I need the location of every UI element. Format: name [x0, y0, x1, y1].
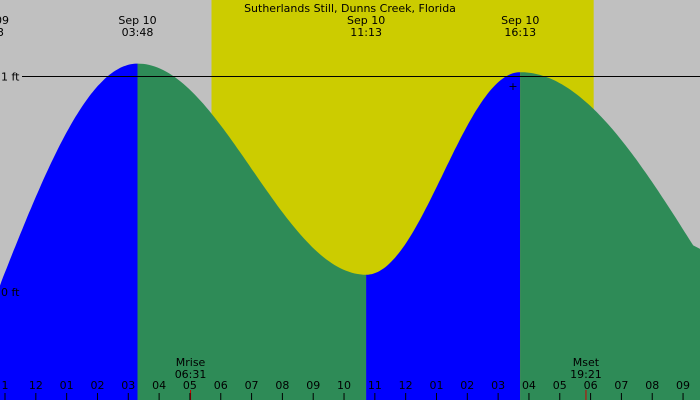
- event-date: 09: [0, 14, 9, 27]
- x-tick-label: 11: [368, 379, 382, 392]
- x-tick-label: 02: [460, 379, 474, 392]
- moon-event-label: Mrise: [176, 356, 206, 369]
- high-tide-marker: +: [508, 80, 517, 93]
- rising-tide-area-1: [0, 63, 138, 400]
- tide-areas: [0, 63, 700, 400]
- x-tick-label: 05: [183, 379, 197, 392]
- event-date: Sep 10: [347, 14, 385, 27]
- x-tick-label: 12: [29, 379, 43, 392]
- x-tick-label: 01: [429, 379, 443, 392]
- x-tick-label: 07: [245, 379, 259, 392]
- moon-event-label: Mset: [573, 356, 600, 369]
- chart-title: Sutherlands Still, Dunns Creek, Florida: [244, 2, 456, 15]
- x-axis-ticks: 1 12 01 02 03 04 05 06 07 08 09 10 11 12 01 02 03 04 05 06 0…: [2, 379, 690, 400]
- event-time: 03:48: [122, 26, 154, 39]
- x-tick-label: 06: [584, 379, 598, 392]
- x-tick-label: 02: [90, 379, 104, 392]
- x-tick-label: 06: [214, 379, 228, 392]
- x-tick-label: 03: [491, 379, 505, 392]
- x-tick-label: 09: [306, 379, 320, 392]
- tide-event-label: 093: [0, 14, 9, 39]
- x-tick-label: 1: [2, 379, 9, 392]
- event-time: 11:13: [350, 26, 382, 39]
- event-time: 3: [0, 26, 4, 39]
- x-tick-label: 07: [614, 379, 628, 392]
- x-tick-label: 03: [121, 379, 135, 392]
- x-tick-label: 08: [645, 379, 659, 392]
- falling-tide-area-1: [137, 63, 367, 400]
- falling-tide-area-2: [520, 72, 700, 400]
- x-tick-label: 01: [60, 379, 74, 392]
- x-tick-label: 09: [676, 379, 690, 392]
- moon-event-time: 06:31: [175, 368, 207, 381]
- y-label: 1 ft: [1, 71, 20, 84]
- event-date: Sep 10: [118, 14, 156, 27]
- x-tick-label: 12: [399, 379, 413, 392]
- moon-event-time: 19:21: [570, 368, 602, 381]
- event-date: Sep 10: [501, 14, 539, 27]
- x-tick-label: 04: [152, 379, 166, 392]
- event-time: 16:13: [504, 26, 536, 39]
- x-tick-label: 10: [337, 379, 351, 392]
- x-tick-label: 04: [522, 379, 536, 392]
- x-tick-label: 08: [275, 379, 289, 392]
- y-label: 0 ft: [1, 286, 20, 299]
- rising-tide-area-2: [366, 72, 521, 400]
- y-gridlines: 1 ft 0 ft: [1, 71, 700, 299]
- x-tick-label: 05: [553, 379, 567, 392]
